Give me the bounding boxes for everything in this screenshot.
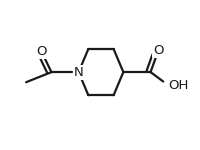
Text: OH: OH bbox=[168, 79, 188, 92]
Text: O: O bbox=[36, 45, 47, 58]
Text: N: N bbox=[74, 66, 83, 79]
Text: O: O bbox=[153, 44, 164, 57]
